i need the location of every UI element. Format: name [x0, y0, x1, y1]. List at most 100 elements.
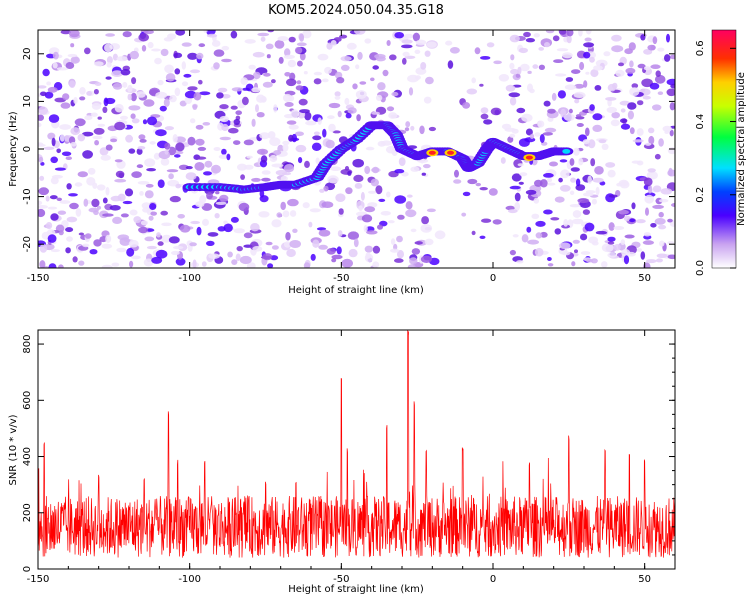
- noise-cell: [658, 198, 669, 203]
- noise-cell: [187, 136, 196, 146]
- noise-cell: [163, 37, 173, 42]
- noise-cell: [420, 255, 432, 263]
- noise-cell: [421, 216, 429, 225]
- noise-cell: [211, 40, 221, 47]
- noise-cell: [364, 206, 376, 213]
- noise-cell: [70, 43, 75, 48]
- noise-cell: [654, 74, 666, 84]
- noise-cell: [636, 128, 644, 136]
- noise-cell: [199, 91, 211, 96]
- noise-cell: [544, 127, 557, 133]
- noise-cell: [415, 39, 427, 46]
- noise-cell: [295, 131, 304, 137]
- noise-cell: [114, 121, 126, 131]
- noise-cell: [325, 139, 335, 149]
- noise-cell: [50, 249, 61, 253]
- noise-cell: [322, 128, 327, 138]
- noise-cell: [359, 81, 367, 85]
- noise-cell: [280, 201, 287, 211]
- noise-cell: [647, 168, 656, 173]
- noise-cell: [397, 214, 405, 220]
- noise-cell: [127, 84, 133, 93]
- noise-cell: [594, 85, 602, 91]
- noise-cell: [529, 133, 535, 139]
- noise-cell: [386, 106, 395, 112]
- noise-cell: [143, 99, 155, 107]
- noise-cell: [56, 197, 62, 201]
- noise-cell: [607, 252, 617, 258]
- noise-cell: [244, 164, 254, 170]
- noise-cell: [525, 128, 533, 136]
- noise-cell: [509, 62, 515, 70]
- noise-cell: [543, 100, 551, 107]
- noise-cell: [189, 242, 197, 247]
- noise-cell: [623, 215, 631, 222]
- noise-cell: [66, 216, 78, 223]
- noise-cell: [251, 118, 256, 127]
- noise-cell: [571, 261, 576, 267]
- noise-cell: [615, 69, 625, 77]
- noise-cell: [172, 134, 178, 143]
- noise-cell: [643, 48, 653, 55]
- noise-cell: [671, 203, 675, 207]
- noise-cell: [47, 234, 57, 243]
- spectrogram-y-tick-label: -20: [22, 236, 33, 252]
- noise-cell: [111, 262, 120, 267]
- colorbar-tick-label: 0.6: [695, 40, 706, 56]
- noise-cell: [304, 160, 310, 168]
- noise-cell: [190, 118, 196, 124]
- noise-cell: [124, 188, 134, 197]
- noise-cell: [586, 258, 593, 263]
- noise-cell: [44, 91, 54, 99]
- noise-cell: [660, 188, 673, 195]
- noise-cell: [368, 190, 377, 194]
- noise-cell: [644, 194, 654, 204]
- noise-cell: [130, 92, 137, 102]
- noise-cell: [67, 53, 78, 58]
- noise-cell: [201, 203, 213, 211]
- noise-cell: [658, 224, 667, 230]
- noise-cell: [105, 144, 113, 151]
- noise-cell: [479, 235, 486, 239]
- noise-cell: [259, 132, 270, 140]
- noise-cell: [370, 77, 375, 82]
- noise-cell: [175, 257, 186, 266]
- noise-cell: [492, 219, 502, 225]
- noise-cell: [386, 191, 391, 198]
- noise-cell: [534, 179, 543, 187]
- snr-x-tick-label: -50: [333, 574, 349, 585]
- noise-cell: [145, 183, 154, 188]
- noise-cell: [611, 34, 622, 42]
- noise-cell: [405, 121, 411, 128]
- noise-cell: [534, 132, 541, 137]
- noise-cell: [57, 210, 67, 215]
- noise-cell: [480, 113, 489, 120]
- noise-cell: [235, 253, 241, 262]
- noise-cell: [493, 60, 502, 65]
- noise-cell: [406, 194, 413, 198]
- spectrogram-x-tick-label: -150: [27, 273, 50, 284]
- noise-cell: [185, 166, 193, 170]
- noise-cell: [203, 171, 212, 176]
- noise-cell: [313, 131, 320, 136]
- noise-cell: [302, 202, 310, 209]
- noise-cell: [120, 69, 131, 76]
- noise-cell: [175, 30, 186, 36]
- noise-cell: [173, 245, 184, 250]
- noise-cell: [211, 164, 221, 174]
- noise-cell: [326, 248, 336, 255]
- noise-cell: [177, 214, 185, 219]
- noise-cell: [138, 134, 146, 140]
- noise-cell: [508, 92, 521, 98]
- noise-cell: [592, 177, 604, 183]
- noise-cell: [388, 112, 398, 119]
- noise-cell: [251, 177, 261, 182]
- signal-peak: [525, 155, 533, 160]
- noise-cell: [587, 175, 592, 184]
- noise-cell: [143, 258, 154, 267]
- spectrogram-y-tick-label: 0: [22, 146, 33, 152]
- noise-cell: [122, 200, 133, 205]
- noise-cell: [228, 127, 239, 134]
- noise-cell: [252, 71, 261, 80]
- noise-cell: [647, 44, 656, 51]
